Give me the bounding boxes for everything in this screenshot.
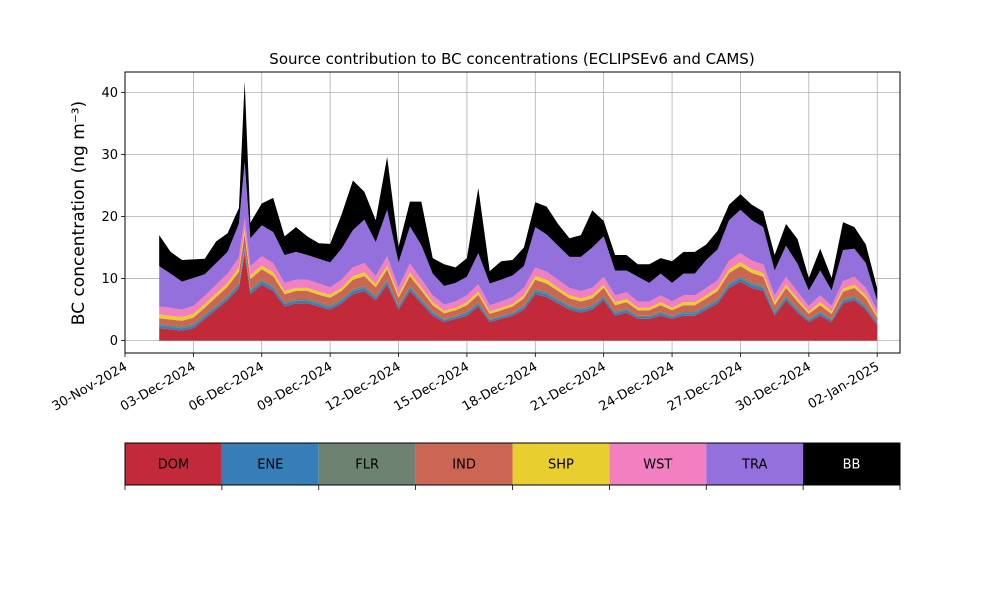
legend-label: TRA: [741, 458, 767, 473]
area-ind: [159, 233, 878, 327]
x-axis: 30-Nov-202403-Dec-202406-Dec-202409-Dec-…: [50, 353, 882, 415]
y-axis: 0 10 20 30 40: [101, 86, 125, 349]
plot-frame: [124, 71, 901, 354]
legend-label: SHP: [548, 458, 574, 473]
legend-label: ENE: [257, 458, 283, 473]
legend-swatch-flr: [318, 443, 416, 485]
x-tick-label: 02-Jan-2025: [806, 359, 883, 412]
area-wst: [159, 217, 878, 318]
x-tick-label: 12-Dec-2024: [323, 359, 403, 414]
x-tick-label: 24-Dec-2024: [597, 359, 677, 414]
legend-swatch-bb: [803, 443, 900, 485]
legend-swatch-tra: [706, 443, 804, 485]
legend-swatch-wst: [609, 443, 707, 485]
legend-label: DOM: [158, 458, 189, 473]
legend-label: FLR: [355, 458, 379, 473]
legend-swatch-shp: [512, 443, 610, 485]
x-tick-label: 30-Nov-2024: [50, 359, 130, 414]
x-tick-label: 06-Dec-2024: [186, 359, 266, 414]
legend-swatch-ene: [221, 443, 319, 485]
legend: DOM ENE FLR IND SHP WST TRA BB: [124, 442, 901, 490]
legend-label: WST: [643, 458, 672, 473]
legend-label: IND: [452, 458, 476, 473]
legend-label: BB: [843, 458, 861, 473]
stacked-areas: [159, 81, 878, 341]
x-tick-label: 09-Dec-2024: [255, 359, 335, 414]
y-tick-label: 0: [110, 334, 118, 349]
x-tick-label: 03-Dec-2024: [118, 359, 198, 414]
x-tick-label: 27-Dec-2024: [665, 359, 745, 414]
area-bb: [159, 81, 878, 301]
x-tick-label: 21-Dec-2024: [528, 359, 608, 414]
area-shp: [159, 228, 878, 321]
legend-swatch-ind: [415, 443, 513, 485]
y-tick-label: 40: [101, 86, 118, 101]
area-tra: [159, 161, 878, 311]
legend-swatch-dom: [125, 443, 222, 485]
y-tick-label: 30: [101, 148, 118, 163]
y-tick-label: 10: [101, 272, 118, 287]
x-tick-label: 30-Dec-2024: [733, 359, 813, 414]
y-tick-label: 20: [101, 210, 118, 225]
x-tick-label: 15-Dec-2024: [392, 359, 472, 414]
area-dom: [159, 253, 878, 341]
chart-title: Source contribution to BC concentrations…: [269, 50, 754, 68]
y-axis-label: BC concentration (ng m⁻³): [69, 101, 89, 325]
x-tick-label: 18-Dec-2024: [460, 359, 540, 414]
